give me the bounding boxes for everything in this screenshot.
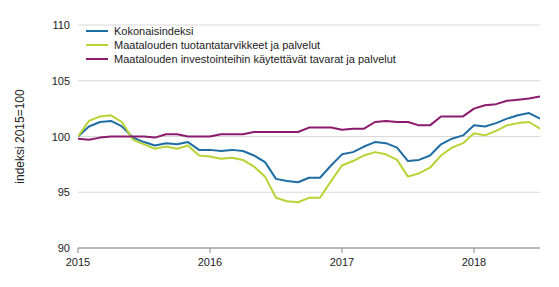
series-line	[78, 96, 540, 139]
legend-label: Maatalouden investointeihin käytettävät …	[114, 53, 396, 65]
grid-line	[78, 192, 540, 193]
x-tick	[78, 248, 79, 253]
y-tick-label: 110	[52, 19, 70, 31]
grid-line	[78, 248, 540, 249]
x-tick-label: 2016	[198, 256, 222, 268]
x-tick	[474, 248, 475, 253]
legend-swatch	[86, 44, 108, 46]
x-tick-label: 2015	[66, 256, 90, 268]
plot-lines	[78, 96, 540, 202]
y-tick-label: 95	[58, 186, 70, 198]
chart: 90 95 100 105 110 2015 2016 2017 2018 indeksi 201…	[0, 0, 559, 287]
grid-line	[78, 80, 540, 81]
plot-edge	[540, 25, 541, 248]
legend-label: Maatalouden tuotantatarvikkeet ja palvel…	[114, 39, 320, 51]
y-tick-label: 100	[52, 131, 70, 143]
legend-label: Kokonaisindeksi	[114, 25, 194, 37]
y-tick-label: 105	[52, 75, 70, 87]
x-tick	[210, 248, 211, 253]
y-axis-label: indeksi 2015=100	[13, 89, 27, 184]
y-tick-label: 90	[58, 242, 70, 254]
x-tick-label: 2018	[462, 256, 486, 268]
series-line	[78, 113, 540, 182]
x-axis	[78, 248, 540, 249]
x-tick	[342, 248, 343, 253]
legend-swatch	[86, 58, 108, 60]
x-tick-label: 2017	[330, 256, 354, 268]
legend: Kokonaisindeksi Maatalouden tuotantatarvi…	[86, 25, 396, 65]
legend-swatch	[86, 30, 108, 32]
